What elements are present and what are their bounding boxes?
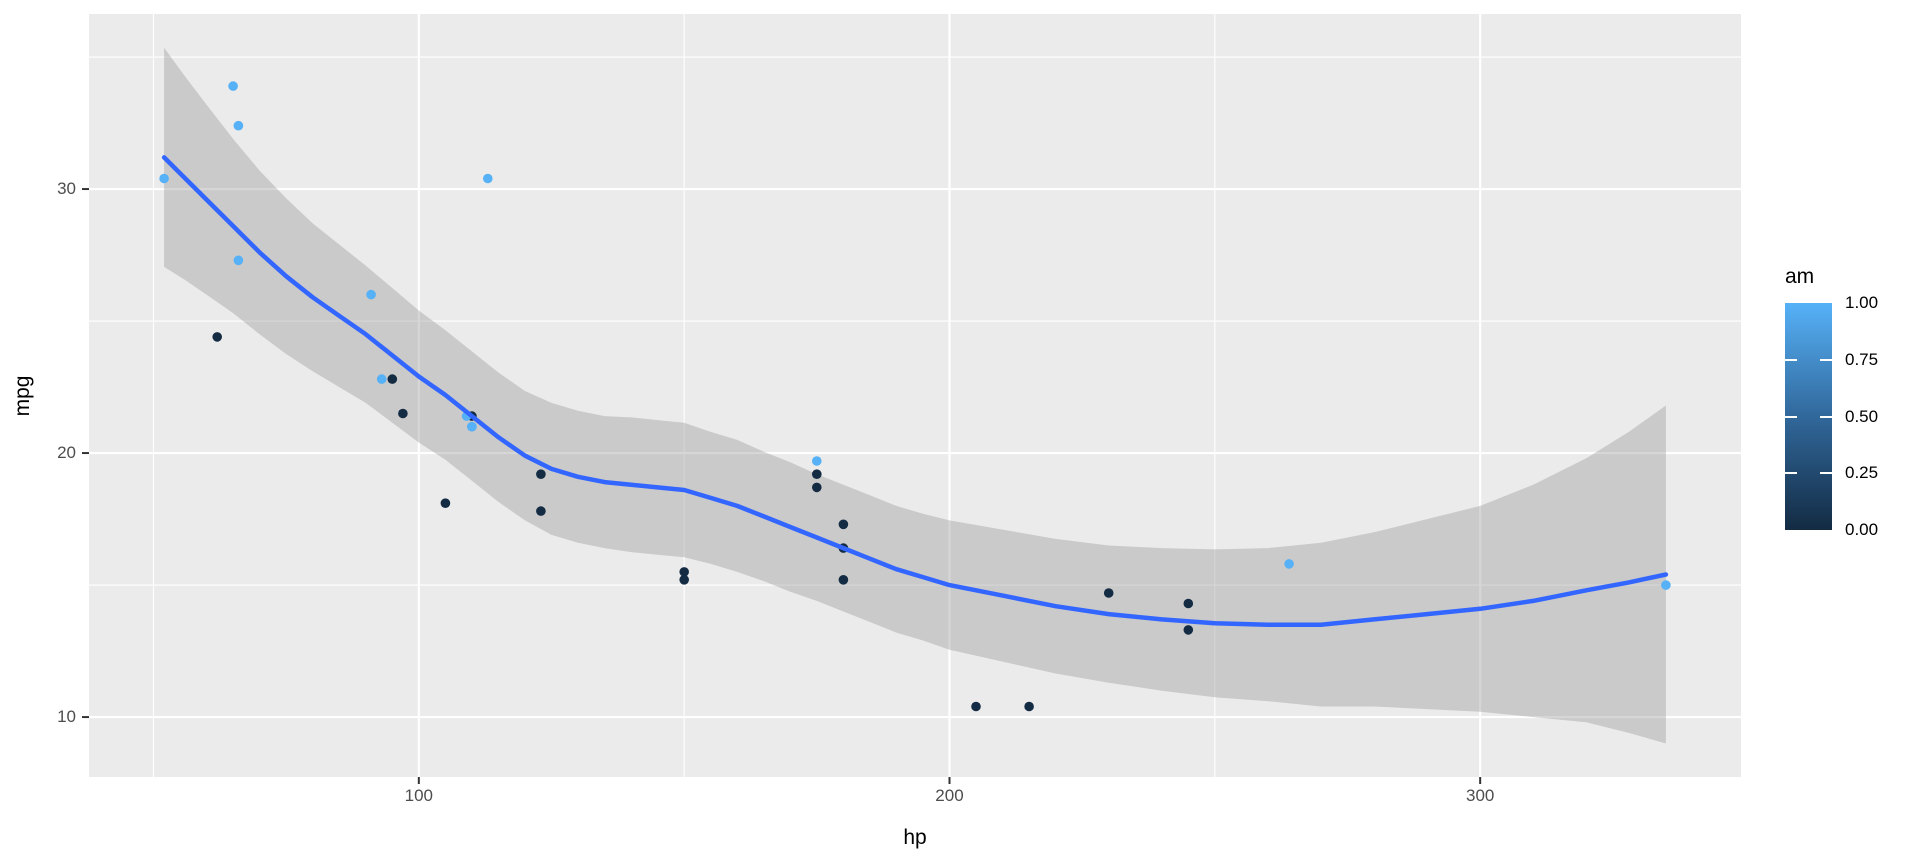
data-point — [536, 506, 546, 516]
legend-tick-label: 0.50 — [1845, 406, 1879, 426]
data-point — [536, 469, 546, 480]
data-point — [812, 456, 822, 466]
data-point — [679, 575, 689, 585]
data-point — [1183, 625, 1194, 635]
data-point — [1103, 588, 1114, 598]
data-point — [971, 701, 981, 712]
confidence-ribbon — [164, 47, 1666, 744]
data-point — [398, 408, 408, 419]
legend-tick-label: 0.25 — [1845, 463, 1879, 483]
data-point — [483, 173, 493, 184]
data-point — [387, 374, 398, 384]
data-point — [1024, 701, 1034, 712]
legend-tick-label: 0.75 — [1845, 349, 1879, 369]
x-tick-label: 100 — [404, 786, 433, 805]
y-axis-title: mpg — [11, 375, 34, 417]
legend-title: am — [1785, 265, 1815, 288]
data-point — [233, 120, 244, 131]
data-point — [440, 498, 451, 509]
y-tick-label: 20 — [57, 443, 76, 463]
colorbar-tick-mark — [1820, 472, 1832, 475]
data-point — [228, 81, 238, 91]
y-tick-label: 10 — [57, 707, 76, 727]
data-point — [159, 173, 169, 184]
data-point — [366, 289, 376, 300]
data-point — [838, 575, 849, 585]
data-point — [212, 332, 222, 342]
x-tick-label: 200 — [935, 786, 964, 805]
data-point — [1661, 580, 1671, 590]
colorbar-tick-mark — [1785, 415, 1797, 418]
colorbar-tick-mark — [1785, 472, 1797, 475]
legend-tick-label: 0.00 — [1845, 520, 1879, 539]
data-point — [233, 255, 244, 266]
data-point — [679, 567, 689, 577]
panel-background — [89, 14, 1741, 777]
smooth-line — [161, 155, 1669, 627]
data-point — [812, 469, 822, 480]
data-point — [1183, 598, 1194, 609]
x-axis-title: hp — [903, 826, 927, 849]
y-tick-label: 30 — [57, 179, 76, 199]
legend-tick-label: 1.00 — [1845, 293, 1879, 312]
colorbar-tick-mark — [1785, 358, 1797, 361]
x-tick-label: 300 — [1465, 786, 1495, 805]
colorbar-tick-mark — [1820, 358, 1832, 361]
data-point — [376, 374, 387, 384]
data-point — [812, 482, 822, 493]
data-point — [838, 519, 849, 530]
data-point — [467, 421, 477, 432]
colorbar-tick-mark — [1820, 415, 1832, 418]
data-point — [1284, 559, 1294, 569]
